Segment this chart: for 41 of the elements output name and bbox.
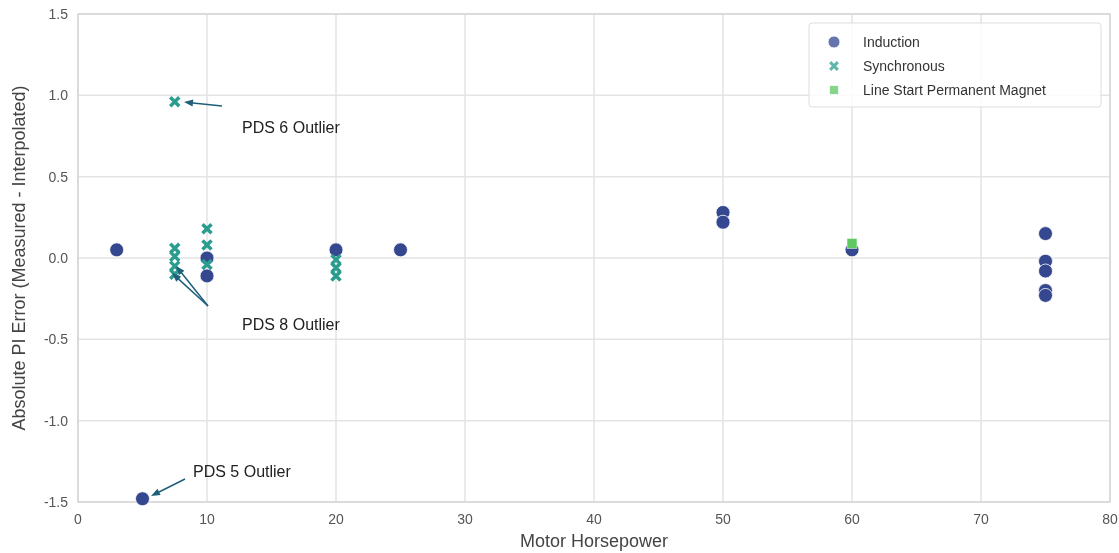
- legend-label: Induction: [863, 34, 920, 50]
- x-tick-label: 80: [1102, 511, 1118, 527]
- point: [329, 269, 343, 283]
- point: [393, 242, 408, 258]
- annotation: PDS 8 Outlier: [242, 316, 341, 333]
- x-tick-label: 0: [74, 511, 83, 527]
- x-tick-label: 50: [715, 511, 731, 527]
- point: [846, 238, 858, 249]
- point: [1038, 226, 1053, 241]
- y-tick-label: -1.5: [43, 494, 69, 510]
- point: [715, 214, 731, 230]
- x-tick-label: 70: [973, 511, 989, 527]
- x-axis-title: Motor Horsepower: [519, 531, 669, 551]
- point: [200, 222, 214, 235]
- point: [168, 95, 181, 109]
- y-tick-label: 0.0: [48, 250, 69, 266]
- point: [168, 241, 181, 255]
- y-tick-label: 0.5: [48, 168, 69, 185]
- x-tick-label: 30: [457, 511, 473, 527]
- x-tick-label: 60: [844, 511, 860, 527]
- y-axis-title: Absolute PI Error (Measured - Interpolated): [9, 85, 29, 431]
- point: [200, 258, 214, 271]
- y-tick-label: -1.0: [43, 412, 69, 429]
- point: [329, 253, 343, 266]
- x-tick-label: 40: [586, 511, 602, 527]
- point: [1038, 288, 1053, 303]
- y-tick-label: 1.5: [48, 6, 69, 22]
- y-tick-label: -0.5: [43, 331, 69, 348]
- annotation: PDS 5 Outlier: [193, 463, 292, 480]
- point: [199, 268, 215, 284]
- point: [1038, 263, 1053, 279]
- legend-label: Line Start Permanent Magnet: [863, 82, 1046, 98]
- annotation: PDS 6 Outlier: [242, 119, 341, 136]
- point: [200, 238, 214, 252]
- legend-label: Synchronous: [863, 58, 945, 74]
- point: [109, 242, 125, 258]
- point: [328, 242, 344, 258]
- x-tick-label: 10: [199, 511, 215, 527]
- y-tick-label: 1.0: [48, 87, 69, 104]
- x-tick-label: 20: [328, 511, 344, 527]
- point: [135, 491, 150, 507]
